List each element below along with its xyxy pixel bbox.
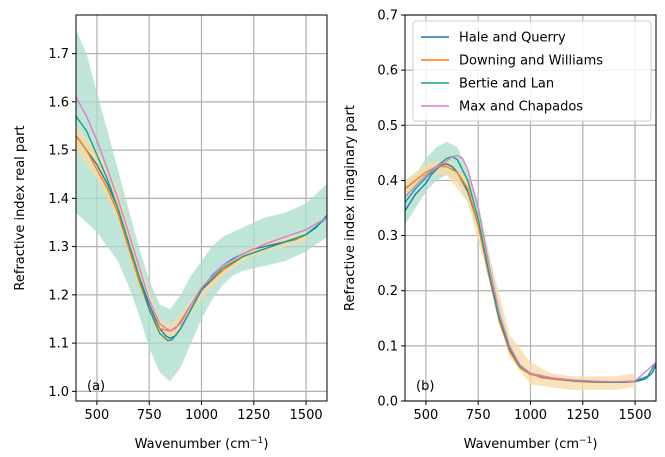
- y-tick-label: 1.3: [48, 240, 69, 255]
- y-tick-label: 1.6: [48, 95, 69, 110]
- x-tick-label: 1250: [566, 408, 599, 423]
- legend-entry-label: Downing and Williams: [459, 54, 603, 69]
- y-tick-label: 0.7: [377, 9, 398, 24]
- panel-label: (b): [416, 379, 434, 394]
- y-tick-label: 0.4: [377, 174, 398, 189]
- x-tick-label: 1500: [619, 408, 652, 423]
- legend-entry-label: Max and Chapados: [459, 100, 583, 115]
- y-tick-label: 0.3: [377, 229, 398, 244]
- y-tick-label: 0.1: [377, 339, 398, 354]
- y-tick-label: 1.0: [48, 385, 69, 400]
- y-tick-label: 1.4: [48, 192, 69, 207]
- x-tick-label: 1000: [514, 408, 547, 423]
- y-axis-label: Refractive index real part: [13, 125, 28, 290]
- legend: Hale and Querry Downing and Williams Berti…: [412, 20, 652, 122]
- y-tick-label: 0.0: [377, 395, 398, 410]
- legend-box: [412, 20, 652, 122]
- legend-entry-label: Bertie and Lan: [459, 77, 554, 92]
- y-tick-label: 1.2: [48, 288, 69, 303]
- y-tick-label: 0.6: [377, 64, 398, 79]
- x-tick-label: 750: [466, 408, 491, 423]
- y-tick-label: 1.7: [48, 47, 69, 62]
- x-tick-label: 500: [414, 408, 439, 423]
- x-tick-label: 1000: [185, 408, 218, 423]
- series-line-max-and-chapados: [76, 96, 327, 332]
- x-tick-label: 1500: [290, 408, 323, 423]
- x-tick-label: 500: [85, 408, 110, 423]
- y-tick-label: 0.5: [377, 119, 398, 134]
- y-axis-label: Refractive index imaginary part: [343, 105, 358, 311]
- x-tick-label: 1250: [237, 408, 270, 423]
- panel-label: (a): [87, 379, 105, 394]
- y-tick-label: 1.1: [48, 337, 69, 352]
- y-tick-label: 0.2: [377, 284, 398, 299]
- x-axis-label: Wavenumber (cm−1): [135, 436, 269, 452]
- series-line-max-and-chapados: [405, 154, 656, 383]
- series-line-bertie-and-lan: [76, 115, 327, 342]
- x-tick-label: 750: [137, 408, 162, 423]
- panel-b-imaginary-part: 500 750 1000 1250 1500 0.0 0.1 0.2 0.3 0.4 0.5 0.6 0…: [343, 9, 657, 452]
- y-tick-label: 1.5: [48, 144, 69, 159]
- panel-a-real-part: 500 750 1000 1250 1500 1.0 1.1 1.2 1.3 1.4 1.5 1.6 1…: [13, 14, 328, 452]
- legend-entry-label: Hale and Querry: [459, 31, 566, 46]
- uncertainty-band-1: [76, 29, 327, 382]
- x-axis-label: Wavenumber (cm−1): [464, 436, 598, 452]
- uncertainty-band-2: [405, 158, 636, 390]
